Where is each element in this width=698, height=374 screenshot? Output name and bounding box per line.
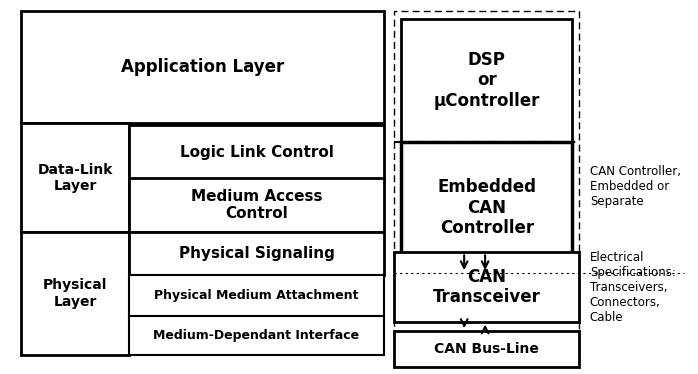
Text: Physical Medium Attachment: Physical Medium Attachment xyxy=(154,289,359,302)
FancyBboxPatch shape xyxy=(129,178,384,232)
FancyBboxPatch shape xyxy=(129,232,384,275)
Text: Physical
Layer: Physical Layer xyxy=(43,279,107,309)
Text: CAN
Transceiver: CAN Transceiver xyxy=(433,268,541,306)
Text: CAN Controller,
Embedded or
Separate: CAN Controller, Embedded or Separate xyxy=(590,166,681,208)
Text: Medium-Dependant Interface: Medium-Dependant Interface xyxy=(154,329,359,342)
Text: Data-Link
Layer: Data-Link Layer xyxy=(38,163,112,193)
Text: CAN Bus-Line: CAN Bus-Line xyxy=(434,342,540,356)
FancyBboxPatch shape xyxy=(129,275,384,316)
FancyBboxPatch shape xyxy=(21,232,129,355)
Text: Application Layer: Application Layer xyxy=(121,58,284,76)
Text: Logic Link Control: Logic Link Control xyxy=(179,145,334,160)
FancyBboxPatch shape xyxy=(401,19,572,142)
FancyBboxPatch shape xyxy=(394,331,579,367)
Text: DSP
or
μController: DSP or μController xyxy=(433,50,540,110)
FancyBboxPatch shape xyxy=(394,252,579,322)
FancyBboxPatch shape xyxy=(129,125,384,180)
FancyBboxPatch shape xyxy=(21,123,129,232)
Text: Embedded
CAN
Controller: Embedded CAN Controller xyxy=(438,178,536,237)
FancyBboxPatch shape xyxy=(401,142,572,273)
Text: Electrical
Specifications:
Transceivers,
Connectors,
Cable: Electrical Specifications: Transceivers,… xyxy=(590,251,676,325)
FancyBboxPatch shape xyxy=(21,11,384,123)
FancyBboxPatch shape xyxy=(129,316,384,355)
Text: Physical Signaling: Physical Signaling xyxy=(179,246,334,261)
Text: Medium Access
Control: Medium Access Control xyxy=(191,188,322,221)
